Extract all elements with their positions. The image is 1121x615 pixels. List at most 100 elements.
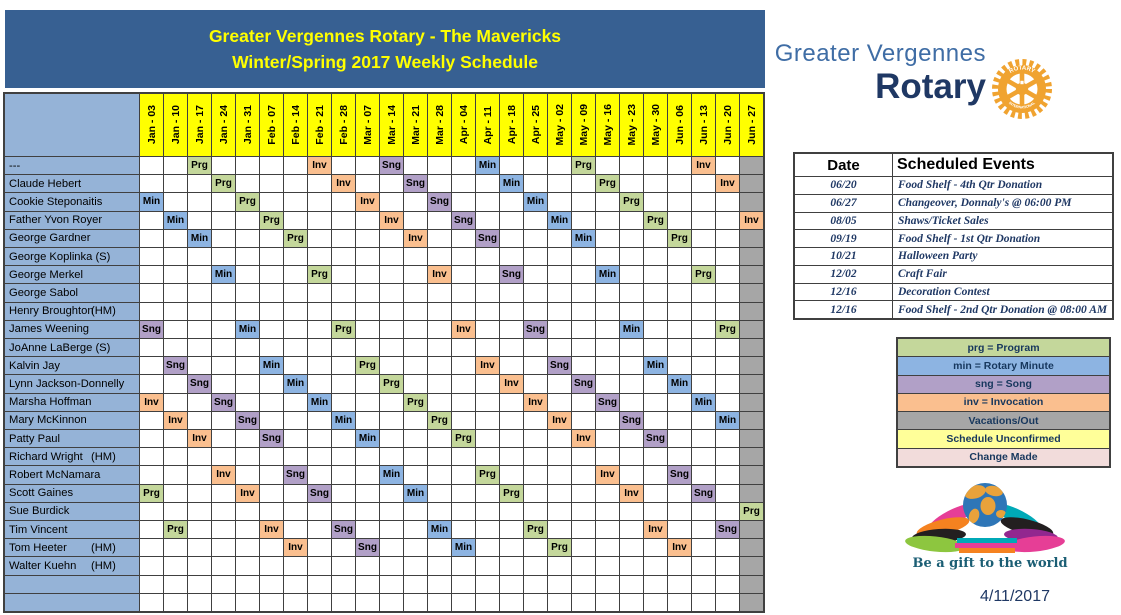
grid-corner-cell[interactable]: [5, 94, 139, 156]
schedule-cell-min[interactable]: Min: [524, 193, 547, 211]
schedule-cell-inv[interactable]: Inv: [236, 484, 259, 502]
schedule-cell-prg[interactable]: Prg: [668, 229, 691, 247]
schedule-cell-empty[interactable]: [356, 393, 379, 411]
schedule-cell-empty[interactable]: [524, 430, 547, 448]
schedule-cell-empty[interactable]: [260, 593, 283, 611]
schedule-cell-empty[interactable]: [428, 357, 451, 375]
date-header[interactable]: Mar - 14: [380, 94, 403, 156]
date-header[interactable]: Apr - 11: [476, 94, 499, 156]
schedule-cell-min[interactable]: Min: [260, 357, 283, 375]
schedule-cell-empty[interactable]: [332, 193, 355, 211]
schedule-cell-prg[interactable]: Prg: [356, 357, 379, 375]
schedule-cell-empty[interactable]: [164, 175, 187, 193]
schedule-cell-sng[interactable]: Sng: [428, 193, 451, 211]
schedule-cell-empty[interactable]: [332, 211, 355, 229]
schedule-cell-out[interactable]: [740, 484, 763, 502]
schedule-cell-empty[interactable]: [524, 248, 547, 266]
schedule-cell-empty[interactable]: [356, 593, 379, 611]
schedule-cell-empty[interactable]: [692, 466, 715, 484]
schedule-cell-min[interactable]: Min: [620, 320, 643, 338]
schedule-cell-prg[interactable]: Prg: [332, 320, 355, 338]
schedule-cell-empty[interactable]: [596, 484, 619, 502]
schedule-cell-empty[interactable]: [596, 575, 619, 593]
schedule-cell-empty[interactable]: [332, 229, 355, 247]
schedule-cell-empty[interactable]: [308, 430, 331, 448]
schedule-cell-empty[interactable]: [380, 284, 403, 302]
schedule-cell-empty[interactable]: [236, 430, 259, 448]
schedule-cell-empty[interactable]: [572, 575, 595, 593]
schedule-cell-empty[interactable]: [620, 575, 643, 593]
schedule-cell-empty[interactable]: [212, 375, 235, 393]
schedule-cell-empty[interactable]: [668, 284, 691, 302]
schedule-cell-sng[interactable]: Sng: [716, 521, 739, 539]
schedule-cell-empty[interactable]: [452, 284, 475, 302]
schedule-cell-min[interactable]: Min: [332, 411, 355, 429]
schedule-cell-empty[interactable]: [500, 521, 523, 539]
schedule-cell-empty[interactable]: [164, 302, 187, 320]
schedule-cell-out[interactable]: [740, 193, 763, 211]
schedule-cell-empty[interactable]: [428, 229, 451, 247]
schedule-cell-sng[interactable]: Sng: [308, 484, 331, 502]
schedule-cell-empty[interactable]: [428, 248, 451, 266]
schedule-cell-empty[interactable]: [572, 357, 595, 375]
schedule-cell-empty[interactable]: [692, 302, 715, 320]
schedule-cell-min[interactable]: Min: [572, 229, 595, 247]
schedule-cell-empty[interactable]: [500, 502, 523, 520]
schedule-cell-empty[interactable]: [404, 411, 427, 429]
schedule-cell-min[interactable]: Min: [284, 375, 307, 393]
schedule-cell-empty[interactable]: [332, 339, 355, 357]
schedule-cell-empty[interactable]: [356, 557, 379, 575]
schedule-cell-empty[interactable]: [644, 339, 667, 357]
schedule-cell-empty[interactable]: [380, 193, 403, 211]
schedule-cell-sng[interactable]: Sng: [500, 266, 523, 284]
schedule-cell-empty[interactable]: [668, 448, 691, 466]
member-name-cell[interactable]: George Gardner: [5, 229, 139, 247]
schedule-cell-empty[interactable]: [404, 157, 427, 175]
schedule-cell-empty[interactable]: [236, 211, 259, 229]
schedule-cell-prg[interactable]: Prg: [620, 193, 643, 211]
schedule-cell-empty[interactable]: [356, 266, 379, 284]
schedule-cell-empty[interactable]: [524, 484, 547, 502]
schedule-cell-empty[interactable]: [644, 393, 667, 411]
schedule-cell-empty[interactable]: [716, 484, 739, 502]
schedule-cell-empty[interactable]: [644, 320, 667, 338]
schedule-cell-prg[interactable]: Prg: [428, 411, 451, 429]
schedule-cell-empty[interactable]: [644, 375, 667, 393]
schedule-cell-empty[interactable]: [260, 502, 283, 520]
schedule-cell-prg[interactable]: Prg: [740, 502, 763, 520]
schedule-cell-empty[interactable]: [692, 575, 715, 593]
schedule-cell-empty[interactable]: [260, 248, 283, 266]
schedule-cell-empty[interactable]: [524, 539, 547, 557]
schedule-cell-empty[interactable]: [500, 430, 523, 448]
schedule-cell-empty[interactable]: [476, 193, 499, 211]
schedule-cell-empty[interactable]: [644, 411, 667, 429]
schedule-cell-empty[interactable]: [596, 248, 619, 266]
schedule-cell-empty[interactable]: [428, 302, 451, 320]
schedule-cell-out[interactable]: [740, 302, 763, 320]
schedule-cell-empty[interactable]: [476, 339, 499, 357]
schedule-cell-empty[interactable]: [308, 211, 331, 229]
schedule-cell-empty[interactable]: [572, 539, 595, 557]
schedule-cell-empty[interactable]: [164, 157, 187, 175]
schedule-cell-empty[interactable]: [644, 229, 667, 247]
schedule-cell-empty[interactable]: [428, 320, 451, 338]
schedule-cell-min[interactable]: Min: [140, 193, 163, 211]
schedule-cell-empty[interactable]: [380, 248, 403, 266]
schedule-cell-empty[interactable]: [212, 411, 235, 429]
schedule-cell-empty[interactable]: [548, 593, 571, 611]
schedule-cell-empty[interactable]: [212, 557, 235, 575]
schedule-cell-out[interactable]: [740, 466, 763, 484]
schedule-cell-empty[interactable]: [476, 593, 499, 611]
schedule-cell-inv[interactable]: Inv: [140, 393, 163, 411]
schedule-cell-empty[interactable]: [284, 357, 307, 375]
schedule-cell-empty[interactable]: [356, 448, 379, 466]
date-header[interactable]: Jun - 06: [668, 94, 691, 156]
schedule-cell-prg[interactable]: Prg: [524, 521, 547, 539]
schedule-cell-min[interactable]: Min: [428, 521, 451, 539]
member-name-cell[interactable]: JoAnne LaBerge (S): [5, 339, 139, 357]
schedule-cell-empty[interactable]: [452, 593, 475, 611]
schedule-cell-empty[interactable]: [404, 302, 427, 320]
schedule-cell-empty[interactable]: [524, 466, 547, 484]
schedule-cell-empty[interactable]: [212, 484, 235, 502]
schedule-cell-empty[interactable]: [164, 193, 187, 211]
